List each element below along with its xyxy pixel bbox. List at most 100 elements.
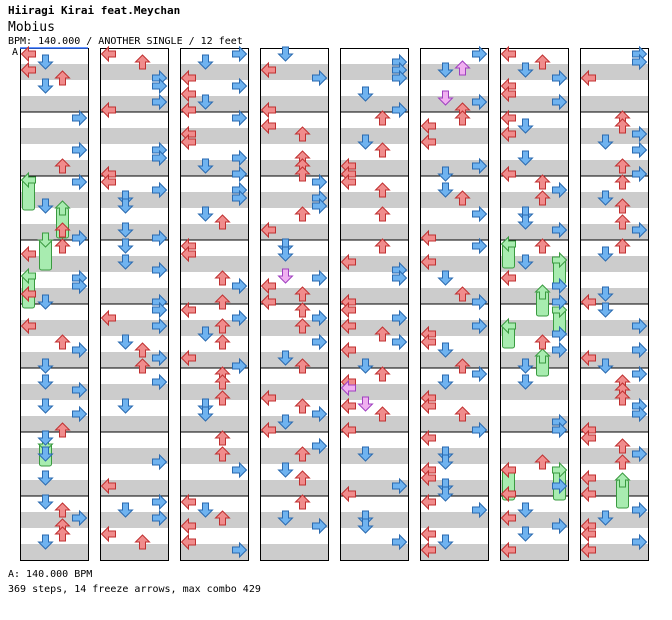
beat-band: [420, 224, 488, 240]
step-arrow-down: [437, 182, 454, 198]
step-arrow-right: [632, 341, 648, 359]
step-arrow-right: [472, 45, 488, 63]
beat-band: [180, 480, 248, 496]
step-arrow-down: [37, 534, 54, 550]
step-arrow-up: [454, 358, 471, 374]
step-arrow-down: [197, 206, 214, 222]
step-arrow-up: [294, 302, 311, 318]
step-arrow-up: [214, 430, 231, 446]
step-arrow-up: [54, 222, 71, 238]
beat-band: [180, 512, 248, 528]
beat-band: [420, 480, 488, 496]
beat-band: [420, 544, 488, 560]
beat-band: [340, 256, 408, 272]
step-arrow-up: [134, 358, 151, 374]
beat-band: [500, 128, 568, 144]
step-arrow-left: [420, 333, 436, 351]
beat-band: [260, 448, 328, 464]
step-arrow-right: [632, 365, 648, 383]
song-title: Mobius: [8, 20, 55, 35]
step-arrow-left: [180, 85, 196, 103]
step-arrow-right: [552, 325, 568, 343]
step-arrow-up: [214, 214, 231, 230]
step-arrow-down: [277, 510, 294, 526]
step-arrow-up: [54, 502, 71, 518]
step-arrow-down: [437, 90, 454, 106]
step-arrow-left: [260, 117, 276, 135]
step-arrow-down: [517, 62, 534, 78]
step-arrow-left: [180, 133, 196, 151]
step-arrow-right: [552, 477, 568, 495]
step-arrow-left: [100, 45, 116, 63]
step-arrow-right: [392, 309, 408, 327]
step-arrow-right: [552, 251, 568, 269]
step-arrow-right: [72, 405, 88, 423]
beat-band: [180, 256, 248, 272]
step-arrow-right: [312, 197, 328, 215]
step-arrow-left: [500, 85, 516, 103]
step-arrow-right: [392, 101, 408, 119]
step-arrow-left: [580, 485, 596, 503]
step-arrow-up: [374, 110, 391, 126]
step-arrow-up: [614, 158, 631, 174]
step-arrow-up: [134, 534, 151, 550]
step-arrow-right: [312, 309, 328, 327]
step-arrow-right: [312, 405, 328, 423]
step-arrow-right: [392, 269, 408, 287]
beat-band: [500, 64, 568, 80]
beat-band: [340, 320, 408, 336]
step-arrow-down: [37, 54, 54, 70]
beat-band: [20, 288, 88, 304]
beat-band: [420, 160, 488, 176]
beat-band: [100, 96, 168, 112]
step-arrow-right: [152, 301, 168, 319]
step-arrow-right: [632, 53, 648, 71]
step-arrow-up: [294, 398, 311, 414]
step-arrow-down: [357, 446, 374, 462]
beat-band: [20, 64, 88, 80]
step-arrow-left: [420, 117, 436, 135]
step-arrow-down: [37, 78, 54, 94]
beat-band: [500, 160, 568, 176]
step-arrow-right: [152, 349, 168, 367]
step-arrow-right: [152, 229, 168, 247]
step-arrow-right: [312, 517, 328, 535]
step-arrow-right: [232, 357, 248, 375]
beat-band: [260, 160, 328, 176]
step-arrow-left: [500, 269, 516, 287]
step-arrow-up: [454, 60, 471, 76]
step-arrow-down: [197, 54, 214, 70]
step-arrow-right: [392, 533, 408, 551]
step-arrow-up: [534, 454, 551, 470]
beat-band: [340, 96, 408, 112]
step-arrow-right: [632, 405, 648, 423]
step-arrow-down: [37, 398, 54, 414]
beat-band: [260, 224, 328, 240]
step-arrow-left: [20, 45, 36, 63]
beat-band: [100, 320, 168, 336]
beat-band: [340, 480, 408, 496]
beat-band: [340, 416, 408, 432]
step-arrow-left: [420, 133, 436, 151]
step-arrow-up: [54, 526, 71, 542]
beat-band: [580, 224, 648, 240]
step-arrow-up: [454, 406, 471, 422]
step-arrow-down: [117, 502, 134, 518]
step-arrow-right: [632, 125, 648, 143]
beat-band: [260, 480, 328, 496]
step-arrow-down: [437, 374, 454, 390]
step-arrow-left: [500, 165, 516, 183]
beat-band: [100, 288, 168, 304]
step-arrow-up: [214, 446, 231, 462]
beat-band: [340, 384, 408, 400]
step-arrow-left: [580, 525, 596, 543]
beat-band: [500, 224, 568, 240]
beat-band: [260, 320, 328, 336]
step-arrow-up: [374, 206, 391, 222]
step-arrow-right: [552, 277, 568, 295]
step-arrow-down: [37, 358, 54, 374]
column-frame: [580, 48, 649, 561]
step-arrow-right: [72, 229, 88, 247]
step-arrow-left: [580, 349, 596, 367]
beat-band: [180, 384, 248, 400]
